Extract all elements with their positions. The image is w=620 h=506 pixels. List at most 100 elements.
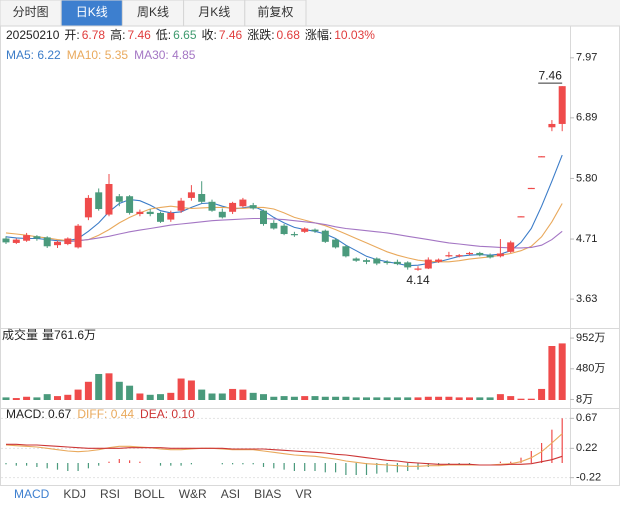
legend-entry: MA5: 6.22 — [6, 48, 61, 62]
tab[interactable] — [244, 0, 307, 27]
indicator-line — [5, 154, 563, 267]
candle-body — [54, 241, 61, 246]
volume-bar — [486, 397, 494, 400]
volume-bar — [239, 389, 247, 400]
volume-bar — [198, 389, 206, 400]
candle-body — [311, 229, 319, 232]
volume-bar — [404, 397, 412, 400]
y-tick-label: 5.80 — [576, 172, 597, 184]
candle-body — [404, 262, 412, 268]
volume-bar — [146, 394, 154, 400]
indicator-tab[interactable]: ASI — [221, 487, 240, 501]
candle-body — [105, 184, 113, 215]
quote-date: 20250210 — [6, 28, 60, 42]
indicator-tab[interactable]: KDJ — [63, 487, 86, 501]
candle-body — [332, 239, 340, 248]
candle-body — [558, 86, 566, 124]
candle-body — [496, 253, 504, 257]
candle-body — [12, 239, 20, 243]
volume-bar — [33, 397, 41, 400]
y-tick-label: 6.89 — [576, 112, 597, 124]
candle-body — [115, 196, 123, 202]
quote-value: 10.03% — [334, 28, 375, 42]
volume-bar — [517, 398, 525, 400]
indicator-tab[interactable]: MACD — [14, 487, 50, 501]
candle-body — [43, 237, 51, 247]
volume-bar — [95, 373, 103, 400]
candle-body — [280, 225, 288, 235]
candle-body — [2, 238, 10, 243]
candle-body — [157, 212, 164, 222]
tab-label[interactable]: 分时图 — [13, 5, 49, 19]
legend-entry: MA10: 5.35 — [67, 48, 129, 62]
indicator-tab[interactable]: BOLL — [134, 487, 165, 501]
volume-bar — [290, 396, 298, 400]
tab-label[interactable]: 周K线 — [137, 5, 169, 19]
volume-bar — [187, 380, 195, 400]
low-annotation: 4.14 — [406, 273, 430, 287]
volume-bar — [157, 394, 164, 400]
volume-bar — [352, 397, 360, 400]
legend-entry: MACD: 0.67 — [6, 407, 72, 421]
volume-title-part: 成交量 — [2, 327, 38, 342]
candle-body — [352, 258, 360, 261]
volume-bar — [424, 396, 432, 400]
candle-body — [260, 210, 267, 225]
candle-body — [177, 200, 185, 211]
volume-bar — [12, 398, 20, 400]
volume-bar — [342, 396, 350, 400]
candle-body — [64, 238, 72, 245]
quote-line: 20250210 开: 6.78 高: 7.46 低: 6.65 收: 7.46 涨跌: 0.68 涨… — [6, 27, 375, 42]
indicator-line — [5, 433, 563, 467]
quote-value: 7.46 — [127, 28, 151, 42]
y-tick-label: 0.22 — [576, 442, 597, 454]
y-tick-label: 8万 — [576, 393, 593, 405]
candle-body — [23, 235, 31, 241]
volume-bar — [321, 396, 329, 400]
volume-bar — [43, 394, 51, 400]
candle-body — [208, 201, 216, 211]
y-tick-label: 0.67 — [576, 412, 597, 424]
indicator-tab[interactable]: VR — [295, 487, 312, 501]
y-tick-label: -0.22 — [576, 472, 601, 484]
volume-bar — [260, 394, 267, 400]
candle-body — [84, 197, 92, 218]
volume-bar — [507, 396, 515, 400]
volume-bar — [249, 392, 257, 400]
tab-label[interactable]: 月K线 — [198, 5, 230, 19]
candle-body — [383, 261, 391, 264]
quote-label: 开: — [64, 28, 79, 42]
volume-title-part: 量761.6万 — [42, 328, 96, 342]
volume-bar — [558, 343, 566, 400]
tab-label[interactable]: 日K线 — [76, 5, 108, 19]
legend-entry: MA30: 4.85 — [134, 48, 196, 62]
tab[interactable] — [0, 0, 62, 27]
volume-bar — [414, 397, 422, 400]
tab-label[interactable]: 前复权 — [257, 4, 293, 19]
candle-body — [466, 252, 473, 255]
volume-bar — [538, 388, 546, 400]
indicator-tab[interactable]: RSI — [100, 487, 120, 501]
volume-bar — [393, 397, 401, 400]
volume-bar — [527, 398, 535, 400]
volume-bar — [177, 378, 185, 400]
volume-bar — [136, 393, 144, 400]
candle-body — [95, 192, 103, 210]
high-annotation: 7.46 — [539, 68, 563, 82]
volume-bar — [311, 396, 319, 400]
candle-body — [538, 156, 546, 158]
candle-body — [74, 225, 82, 248]
quote-label: 收: — [202, 28, 217, 42]
quote-value: 7.46 — [219, 28, 243, 42]
volume-bar — [445, 396, 453, 400]
tab[interactable] — [60, 0, 123, 27]
candle-body — [363, 260, 370, 262]
tab[interactable] — [183, 0, 246, 27]
volume-bar — [23, 396, 31, 400]
indicator-tab[interactable]: W&R — [179, 487, 207, 501]
candle-body — [321, 230, 329, 242]
volume-bar — [167, 392, 175, 400]
indicator-tab[interactable]: BIAS — [254, 487, 281, 501]
indicator-line — [67, 217, 563, 249]
